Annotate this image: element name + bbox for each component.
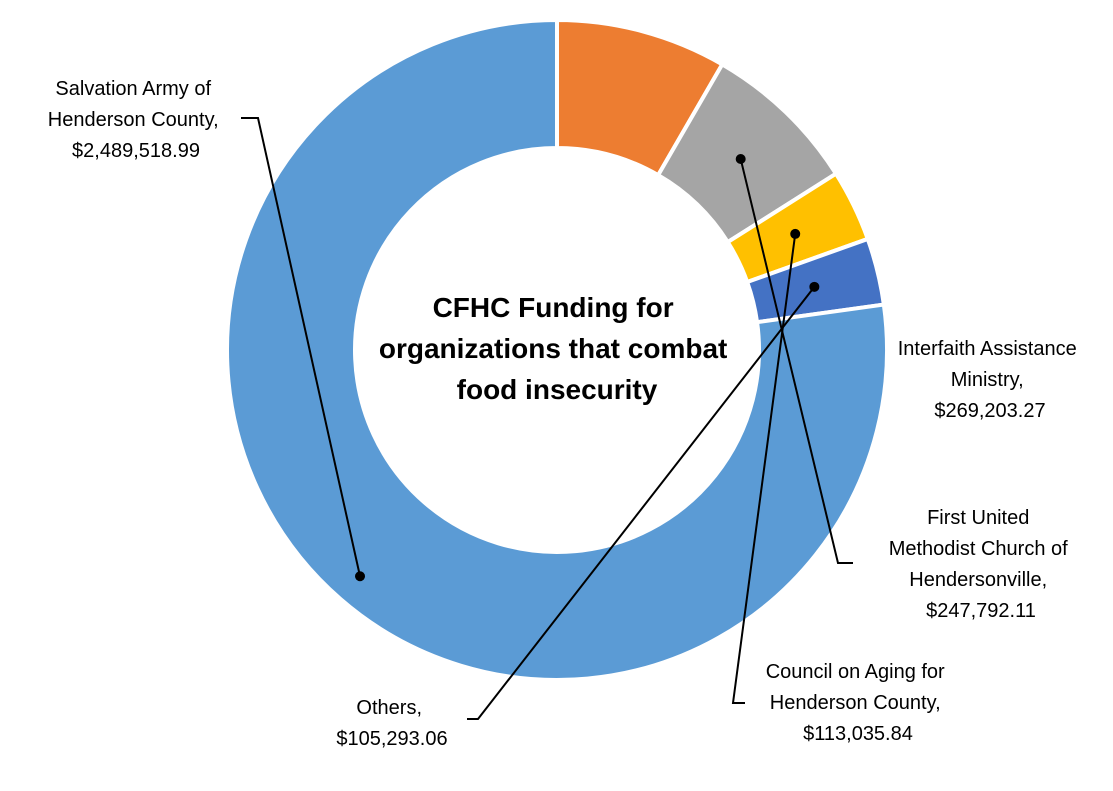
chart-title: CFHC Funding for organizations that comb… xyxy=(379,292,735,405)
leader-dot-council-on-aging-for-henderson-county xyxy=(790,228,801,239)
chart-title-line-2: organizations that combat xyxy=(379,333,727,364)
leader-dot-salvation-army-of-henderson-county xyxy=(355,571,366,582)
data-label-salvation-army: Salvation Army of Henderson County, $2,4… xyxy=(48,78,224,162)
leader-lines xyxy=(241,117,853,720)
chart-title-line-1: CFHC Funding for xyxy=(433,292,674,323)
leader-line-others xyxy=(467,286,816,720)
leader-dot-others xyxy=(809,281,820,292)
donut-slices xyxy=(225,18,889,682)
data-label-interfaith: Interfaith Assistance Ministry, $269,203… xyxy=(898,338,1083,422)
data-label-first-united-methodist: First United Methodist Church of Henders… xyxy=(889,507,1074,622)
slice-salvation-army-of-henderson-county xyxy=(225,18,889,682)
data-label-others: Others, $105,293.06 xyxy=(336,697,447,750)
chart-title-line-3: food insecurity xyxy=(457,374,658,405)
leader-line-first-united-methodist-church-of-hendersonville xyxy=(739,158,853,564)
leader-line-council-on-aging-for-henderson-county xyxy=(731,233,797,704)
leader-line-salvation-army-of-henderson-county xyxy=(241,117,361,577)
leader-dot-first-united-methodist-church-of-hendersonville xyxy=(735,153,746,164)
data-label-council-on-aging: Council on Aging for Henderson County, $… xyxy=(766,661,951,745)
